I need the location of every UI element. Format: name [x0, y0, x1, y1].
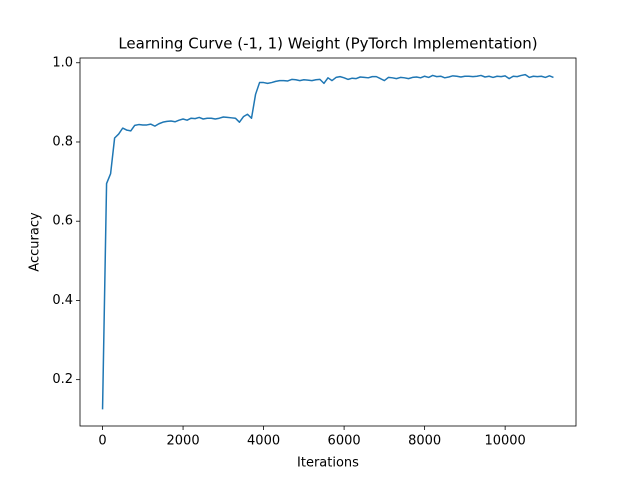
y-axis-label: Accuracy [28, 212, 43, 272]
plot-frame [79, 57, 577, 427]
chart-title: Learning Curve (-1, 1) Weight (PyTorch I… [118, 35, 537, 53]
x-tick-label: 2000 [167, 434, 200, 449]
x-tick-label: 6000 [328, 434, 361, 449]
x-tick-label: 8000 [408, 434, 441, 449]
x-tick-label: 10000 [484, 434, 525, 449]
x-tick-label: 0 [98, 434, 106, 449]
y-tick-label: 0.4 [52, 293, 73, 308]
y-tick-label: 1.0 [52, 55, 73, 70]
y-tick-label: 0.8 [52, 134, 73, 149]
x-axis-label: Iterations [297, 456, 359, 471]
line-series [101, 73, 554, 410]
y-tick-label: 0.2 [52, 372, 73, 387]
x-tick-label: 4000 [247, 434, 280, 449]
y-tick-label: 0.6 [52, 214, 73, 229]
